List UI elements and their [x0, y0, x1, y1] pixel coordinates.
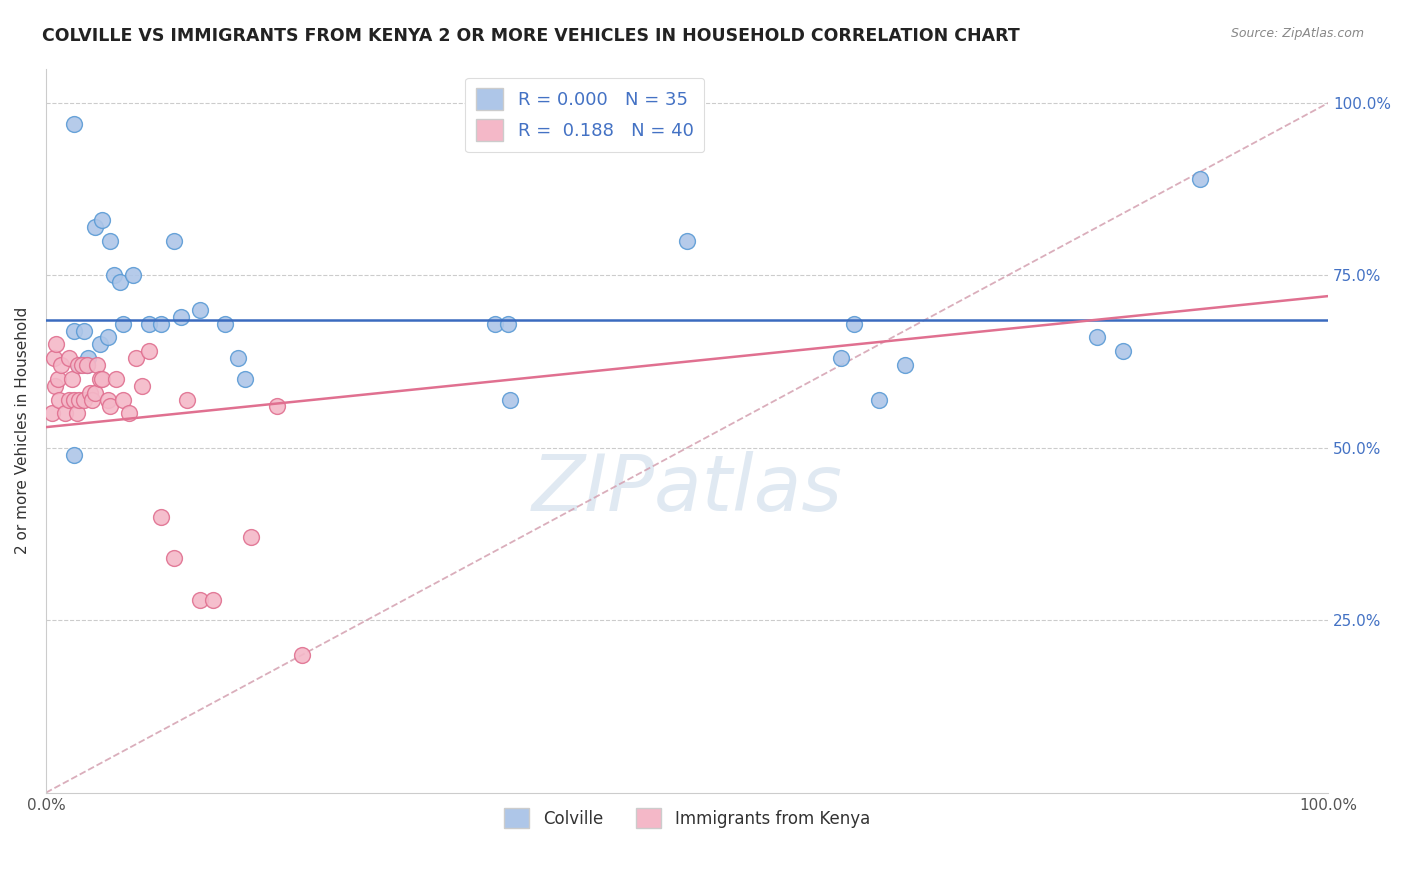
Point [138, 317, 160, 331]
Point [201, 592, 224, 607]
Point [77, 351, 100, 366]
Point [46, 372, 69, 386]
Point [79, 385, 101, 400]
Point [868, 392, 890, 407]
Point [176, 392, 198, 407]
Point [45, 337, 67, 351]
Point [53, 406, 76, 420]
Point [894, 358, 917, 372]
Point [842, 317, 865, 331]
Point [163, 234, 186, 248]
Point [67, 392, 90, 407]
Point [214, 317, 236, 331]
Point [496, 317, 519, 331]
Point [67, 358, 90, 372]
Point [105, 372, 128, 386]
Point [48, 392, 70, 407]
Point [91, 372, 114, 386]
Point [58, 351, 80, 366]
Point [98, 234, 121, 248]
Point [233, 372, 256, 386]
Point [266, 400, 288, 414]
Point [118, 406, 141, 420]
Point [89, 372, 111, 386]
Text: ZIPatlas: ZIPatlas [531, 450, 842, 526]
Point [44, 378, 66, 392]
Point [41, 406, 63, 420]
Point [240, 531, 263, 545]
Point [66, 358, 89, 372]
Point [51, 358, 73, 372]
Point [86, 358, 108, 372]
Point [42, 351, 65, 366]
Point [82, 392, 104, 407]
Point [163, 551, 186, 566]
Point [98, 400, 121, 414]
Point [70, 358, 93, 372]
Point [830, 351, 852, 366]
Point [1112, 344, 1135, 359]
Point [73, 324, 96, 338]
Point [76, 358, 98, 372]
Point [484, 317, 506, 331]
Point [58, 392, 80, 407]
Point [188, 592, 211, 607]
Point [66, 406, 89, 420]
Point [73, 392, 96, 407]
Point [63, 392, 86, 407]
Point [103, 268, 125, 283]
Point [89, 337, 111, 351]
Point [188, 302, 211, 317]
Text: Source: ZipAtlas.com: Source: ZipAtlas.com [1230, 27, 1364, 40]
Point [83, 385, 105, 400]
Point [499, 392, 522, 407]
Point [60, 372, 83, 386]
Point [125, 351, 148, 366]
Legend: Colville, Immigrants from Kenya: Colville, Immigrants from Kenya [498, 801, 876, 835]
Point [150, 509, 173, 524]
Point [150, 317, 173, 331]
Point [83, 220, 105, 235]
Point [63, 448, 86, 462]
Point [111, 317, 134, 331]
Point [96, 392, 118, 407]
Point [1085, 330, 1108, 344]
Point [91, 213, 114, 227]
Point [122, 268, 145, 283]
Point [96, 330, 118, 344]
Point [131, 378, 153, 392]
Point [676, 234, 699, 248]
Point [169, 310, 191, 324]
Point [76, 358, 98, 372]
Point [63, 324, 86, 338]
Point [226, 351, 249, 366]
Point [138, 344, 160, 359]
Point [1188, 172, 1211, 186]
Point [63, 117, 86, 131]
Y-axis label: 2 or more Vehicles in Household: 2 or more Vehicles in Household [15, 307, 30, 554]
Text: COLVILLE VS IMMIGRANTS FROM KENYA 2 OR MORE VEHICLES IN HOUSEHOLD CORRELATION CH: COLVILLE VS IMMIGRANTS FROM KENYA 2 OR M… [42, 27, 1019, 45]
Point [110, 275, 132, 289]
Point [111, 392, 134, 407]
Point [291, 648, 314, 662]
